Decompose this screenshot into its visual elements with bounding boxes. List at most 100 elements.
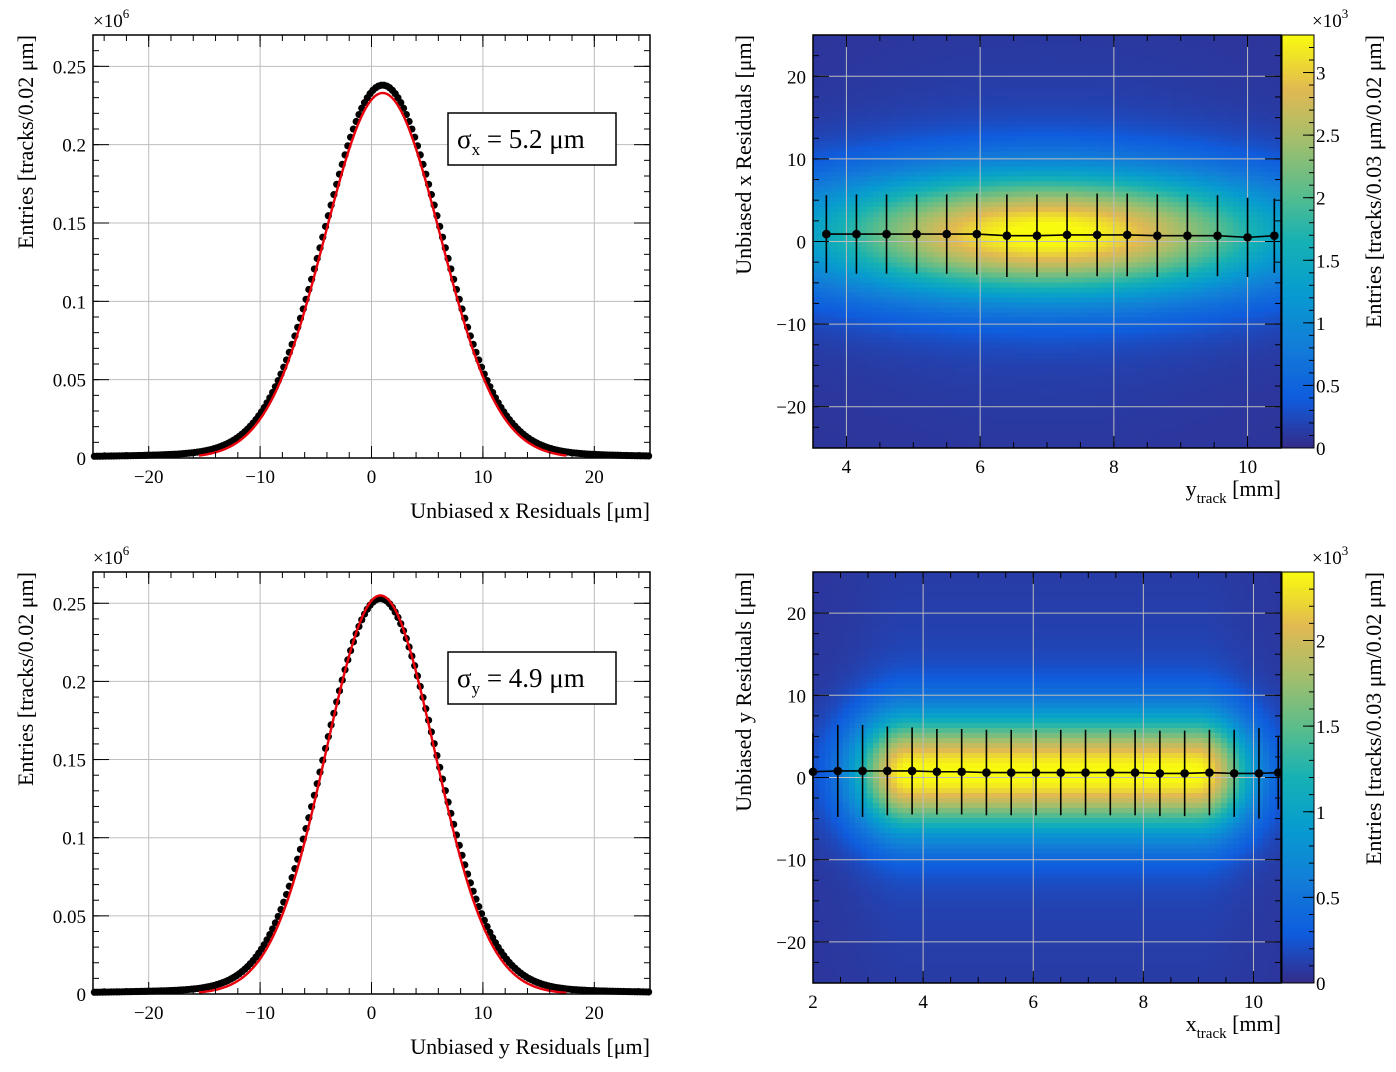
heatmap-cell bbox=[1089, 261, 1096, 268]
heatmap-cell bbox=[1089, 372, 1096, 379]
heatmap-cell bbox=[897, 337, 904, 343]
heatmap-cell bbox=[879, 216, 886, 222]
heatmap-cell bbox=[999, 176, 1006, 182]
heatmap-cell bbox=[915, 261, 922, 268]
x-tick-label: −20 bbox=[134, 467, 164, 488]
heatmap-cell bbox=[933, 206, 940, 212]
heatmap-cell bbox=[939, 266, 946, 273]
heatmap-cell bbox=[873, 256, 880, 263]
heatmap-cell bbox=[969, 105, 976, 112]
heatmap-cell bbox=[825, 407, 832, 414]
heatmap-cell bbox=[873, 357, 880, 363]
heatmap-cell bbox=[909, 357, 916, 363]
heatmap-cell bbox=[1071, 105, 1078, 112]
heatmap-cell bbox=[825, 387, 832, 394]
heatmap-cell bbox=[1047, 402, 1054, 409]
heatmap-cell bbox=[993, 276, 1000, 283]
heatmap-cell bbox=[819, 301, 826, 308]
heatmap-cell bbox=[1083, 206, 1090, 212]
heatmap-cell bbox=[837, 387, 844, 394]
heatmap-cell bbox=[915, 422, 922, 429]
heatmap-cell bbox=[879, 437, 886, 444]
heatmap-cell bbox=[1011, 196, 1018, 202]
heatmap-cell bbox=[897, 55, 904, 61]
heatmap-cell bbox=[855, 130, 862, 137]
heatmap-cell bbox=[1017, 286, 1024, 293]
heatmap-cell bbox=[921, 105, 928, 112]
heatmap-cell bbox=[975, 65, 982, 71]
heatmap-cell bbox=[1071, 65, 1078, 71]
heatmap-cell bbox=[1071, 100, 1078, 107]
heatmap-cell bbox=[1017, 347, 1024, 353]
heatmap-cell bbox=[1089, 105, 1096, 112]
heatmap-cell bbox=[897, 140, 904, 147]
heatmap-cell bbox=[1017, 296, 1024, 303]
heatmap-cell bbox=[1071, 372, 1078, 379]
heatmap-cell bbox=[825, 150, 832, 157]
heatmap-cell bbox=[891, 85, 898, 92]
heatmap-cell bbox=[1095, 402, 1102, 409]
heatmap-cell bbox=[903, 337, 910, 343]
heatmap-cell bbox=[1095, 201, 1102, 207]
heatmap-cell bbox=[963, 35, 970, 41]
heatmap-cell bbox=[867, 392, 874, 399]
heatmap-cell bbox=[1035, 412, 1042, 419]
heatmap-cell bbox=[1053, 145, 1060, 152]
heatmap-cell bbox=[933, 140, 940, 147]
heatmap-cell bbox=[927, 201, 934, 207]
heatmap-cell bbox=[1107, 392, 1114, 399]
heatmap-cell bbox=[1077, 115, 1084, 122]
heatmap-cell bbox=[1113, 221, 1120, 227]
heatmap-cell bbox=[993, 110, 1000, 117]
heatmap-cell bbox=[939, 115, 946, 122]
heatmap-cell bbox=[1077, 105, 1084, 112]
heatmap-cell bbox=[1083, 65, 1090, 71]
heatmap-cell bbox=[1101, 100, 1108, 107]
heatmap-cell bbox=[1071, 402, 1078, 409]
heatmap-cell bbox=[1017, 80, 1024, 86]
heatmap-cell bbox=[867, 80, 874, 86]
heatmap-cell bbox=[1011, 306, 1018, 313]
heatmap-cell bbox=[969, 397, 976, 404]
heatmap-cell bbox=[1119, 417, 1126, 424]
heatmap-cell bbox=[1059, 65, 1066, 71]
heatmap-cell bbox=[927, 241, 934, 248]
heatmap-cell bbox=[1047, 332, 1054, 338]
heatmap-cell bbox=[999, 317, 1006, 323]
heatmap-cell bbox=[927, 417, 934, 424]
heatmap-cell bbox=[861, 90, 868, 97]
heatmap-cell bbox=[1065, 80, 1072, 86]
heatmap-cell bbox=[1029, 251, 1036, 258]
heatmap-cell bbox=[1047, 105, 1054, 112]
heatmap-cell bbox=[879, 382, 886, 389]
heatmap-cell bbox=[1011, 236, 1018, 243]
heatmap-cell bbox=[1053, 362, 1060, 369]
heatmap-cell bbox=[999, 206, 1006, 212]
heatmap-cell bbox=[939, 286, 946, 293]
heatmap-cell bbox=[945, 271, 952, 278]
heatmap-cell bbox=[867, 160, 874, 167]
heatmap-cell bbox=[909, 427, 916, 434]
heatmap-cell bbox=[927, 352, 934, 358]
heatmap-cell bbox=[897, 442, 904, 449]
heatmap-cell bbox=[969, 140, 976, 147]
heatmap-cell bbox=[837, 261, 844, 268]
heatmap-cell bbox=[915, 226, 922, 233]
heatmap-cell bbox=[1035, 382, 1042, 389]
heatmap-cell bbox=[1095, 342, 1102, 348]
heatmap-cell bbox=[1101, 296, 1108, 303]
heatmap-cell bbox=[1017, 291, 1024, 298]
heatmap-cell bbox=[1125, 392, 1132, 399]
heatmap-cell bbox=[981, 130, 988, 137]
heatmap-cell bbox=[885, 382, 892, 389]
heatmap-cell bbox=[1053, 221, 1060, 227]
heatmap-cell bbox=[849, 296, 856, 303]
heatmap-cell bbox=[1017, 130, 1024, 137]
heatmap-cell bbox=[1023, 357, 1030, 363]
heatmap-cell bbox=[1035, 40, 1042, 46]
heatmap-cell bbox=[903, 85, 910, 92]
heatmap-cell bbox=[951, 216, 958, 222]
heatmap-cell bbox=[1107, 402, 1114, 409]
heatmap-cell bbox=[1083, 312, 1090, 318]
heatmap-cell bbox=[921, 397, 928, 404]
